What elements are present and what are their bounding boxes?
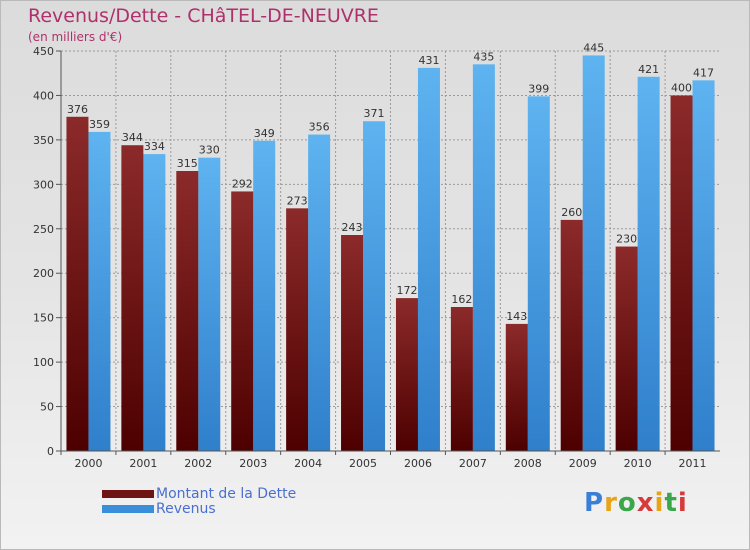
data-label-dette: 400 (671, 81, 692, 94)
data-label-dette: 315 (177, 157, 198, 170)
bar-revenus (308, 134, 331, 452)
logo-letter: o (617, 488, 637, 518)
data-label-dette: 143 (506, 310, 527, 323)
bar-dette (670, 95, 693, 451)
tick-label-y: 200 (33, 267, 54, 280)
proxiti-logo: Proxiti (584, 488, 688, 518)
data-label-revenus: 371 (364, 107, 385, 120)
data-label-dette: 376 (67, 103, 88, 116)
bar-dette (341, 235, 364, 451)
tick-label-x: 2008 (514, 457, 542, 470)
chart-title: Revenus/Dette - CHâTEL-DE-NEUVRE (28, 5, 379, 27)
bar-dette (505, 323, 528, 451)
data-label-revenus: 435 (473, 50, 494, 63)
logo-letter: r (604, 488, 618, 518)
tick-label-x: 2011 (679, 457, 707, 470)
bar-revenus (582, 55, 605, 451)
bar-revenus (198, 157, 221, 451)
bar-revenus (637, 76, 660, 452)
data-label-dette: 260 (561, 206, 582, 219)
data-label-dette: 172 (396, 284, 417, 297)
data-label-dette: 230 (616, 233, 637, 246)
bar-revenus (88, 131, 111, 451)
data-label-dette: 292 (232, 177, 253, 190)
bar-dette (231, 191, 254, 451)
data-label-revenus: 334 (144, 140, 165, 153)
data-label-revenus: 359 (89, 118, 110, 131)
bar-dette (286, 208, 309, 451)
tick-label-y: 50 (40, 401, 54, 414)
logo-letter: P (584, 488, 605, 518)
tick-label-y: 450 (33, 45, 54, 58)
chart-unit-subtitle: (en milliers d'€) (28, 30, 123, 44)
tick-label-y: 0 (47, 445, 54, 458)
tick-label-y: 150 (33, 312, 54, 325)
tick-label-y: 400 (33, 89, 54, 102)
legend-swatch-dette (102, 490, 154, 498)
logo-letter: i (677, 488, 688, 518)
bar-dette (615, 246, 638, 451)
bar-dette (66, 116, 89, 452)
tick-label-x: 2003 (239, 457, 267, 470)
legend-swatch-revenus (102, 505, 154, 513)
tick-label-x: 2010 (624, 457, 652, 470)
data-label-revenus: 431 (418, 54, 439, 67)
data-label-revenus: 399 (528, 82, 549, 95)
bar-revenus (417, 67, 440, 451)
data-label-revenus: 445 (583, 41, 604, 54)
logo-letter: t (664, 488, 678, 518)
tick-label-y: 250 (33, 223, 54, 236)
bar-revenus (143, 154, 166, 451)
bar-revenus (253, 140, 276, 451)
legend-label-revenus: Revenus (156, 501, 216, 517)
tick-label-x: 2005 (349, 457, 377, 470)
legend-label-dette: Montant de la Dette (156, 486, 297, 502)
data-label-dette: 344 (122, 131, 143, 144)
tick-label-x: 2006 (404, 457, 432, 470)
tick-label-x: 2009 (569, 457, 597, 470)
tick-label-x: 2004 (294, 457, 322, 470)
data-label-dette: 273 (287, 194, 308, 207)
bar-revenus (527, 96, 550, 451)
bar-dette (450, 307, 473, 451)
tick-label-y: 350 (33, 134, 54, 147)
data-label-revenus: 356 (309, 121, 330, 134)
logo-letter: x (636, 488, 655, 518)
tick-label-y: 100 (33, 356, 54, 369)
bar-revenus (692, 80, 715, 451)
tick-label-x: 2001 (129, 457, 157, 470)
data-label-dette: 162 (451, 293, 472, 306)
tick-label-x: 2000 (74, 457, 102, 470)
bar-dette (176, 171, 199, 451)
bar-revenus (363, 121, 386, 451)
data-label-revenus: 421 (638, 63, 659, 76)
tick-label-x: 2007 (459, 457, 487, 470)
data-label-dette: 243 (342, 221, 363, 234)
tick-label-x: 2002 (184, 457, 212, 470)
bar-revenus (472, 64, 495, 452)
bar-dette (121, 145, 144, 451)
bar-dette (560, 219, 583, 451)
logo-letter: i (654, 488, 665, 518)
data-label-revenus: 330 (199, 144, 220, 157)
data-label-revenus: 349 (254, 127, 275, 140)
tick-label-y: 300 (33, 178, 54, 191)
data-label-revenus: 417 (693, 66, 714, 79)
bar-dette (395, 298, 418, 451)
